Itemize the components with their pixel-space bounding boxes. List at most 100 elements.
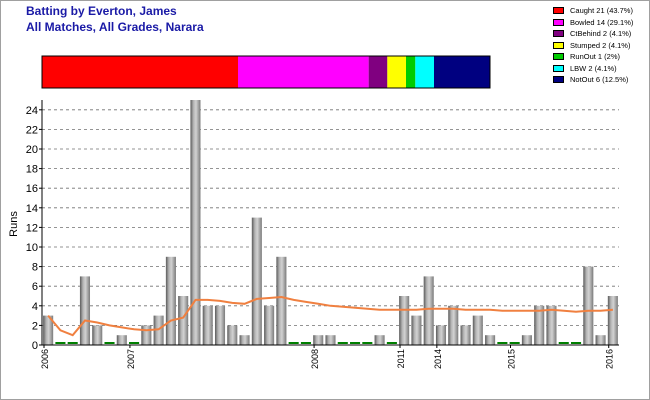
- grid: [42, 109, 619, 326]
- dismissal-bar-border: [41, 55, 491, 89]
- zero-score-marker: [67, 342, 78, 344]
- x-tick-label: 2006: [40, 349, 50, 369]
- bar: [276, 256, 287, 345]
- bar: [485, 335, 496, 345]
- zero-score-marker: [288, 342, 299, 344]
- bar: [313, 335, 324, 345]
- bar: [251, 217, 262, 345]
- bar: [460, 325, 471, 345]
- y-tick-label: 22: [26, 124, 38, 136]
- legend-swatch: [553, 41, 564, 49]
- bar: [325, 335, 336, 345]
- bar: [190, 100, 201, 345]
- bar: [165, 256, 176, 345]
- dismissal-segment-runout: [406, 56, 416, 88]
- y-tick-label: 10: [26, 242, 38, 254]
- bar: [521, 335, 532, 345]
- bar: [607, 296, 618, 345]
- bar: [227, 325, 238, 345]
- y-tick-label: 14: [26, 203, 38, 215]
- dismissal-segment-stumped: [387, 56, 406, 88]
- zero-score-marker: [129, 342, 140, 344]
- legend-swatch: [553, 30, 564, 37]
- legend-swatch: [553, 53, 564, 60]
- legend-swatch: [553, 76, 564, 83]
- bar: [202, 305, 213, 345]
- bar: [448, 305, 459, 345]
- y-tick-label: 16: [26, 183, 38, 195]
- bar: [178, 296, 189, 345]
- bar: [595, 335, 606, 345]
- legend-item-ctbehind: CtBehind 2 (4.1%): [551, 28, 647, 40]
- zero-score-marker: [55, 342, 66, 344]
- y-tick-label: 18: [26, 164, 38, 176]
- x-tick-label: 2014: [433, 349, 443, 369]
- zero-score-marker: [570, 342, 582, 344]
- bar: [399, 296, 410, 345]
- chart-title: Batting by Everton, James: [26, 4, 177, 18]
- legend-item-lbw: LBW 2 (4.1%): [551, 63, 647, 75]
- bar: [214, 305, 226, 345]
- legend-item-runout: RunOut 1 (2%): [551, 51, 647, 63]
- y-tick-label: 20: [26, 144, 38, 156]
- bar: [264, 305, 275, 345]
- zero-score-marker: [350, 342, 361, 344]
- average-line-group: [47, 295, 613, 337]
- legend-swatch: [553, 7, 564, 14]
- legend-item-notout: NotOut 6 (12.5%): [551, 74, 647, 86]
- dismissal-segment-notout: [434, 56, 490, 88]
- bars: [43, 100, 618, 345]
- legend-item-bowled: Bowled 14 (29.1%): [551, 17, 647, 29]
- bar: [239, 335, 250, 345]
- zero-score-marker: [337, 342, 348, 344]
- x-tick-label: 2008: [310, 349, 320, 369]
- average-line: [47, 295, 613, 337]
- legend-item-caught: Caught 21 (43.7%): [551, 5, 647, 17]
- legend-swatch: [553, 18, 564, 26]
- y-tick-label: 8: [32, 262, 38, 274]
- bar: [435, 325, 447, 345]
- dismissal-segment-lbw: [415, 56, 434, 88]
- zero-score-marker: [300, 342, 311, 344]
- legend-swatch: [553, 64, 564, 72]
- y-tick-label: 2: [32, 320, 38, 332]
- bar: [116, 335, 127, 345]
- y-axis-label: Runs: [8, 211, 20, 237]
- bar: [423, 276, 434, 345]
- chart-subtitle: All Matches, All Grades, Narara: [26, 20, 204, 34]
- zero-score-marker: [558, 342, 569, 344]
- dismissal-bar: [41, 55, 491, 89]
- dismissal-segment-caught: [42, 56, 238, 88]
- x-tick-label: 2011: [396, 349, 406, 368]
- y-tick-label: 0: [32, 340, 38, 352]
- zero-score-marker: [497, 342, 508, 344]
- bar: [141, 325, 152, 345]
- zero-score-marker: [362, 342, 373, 344]
- y-tick-label: 24: [26, 105, 38, 117]
- bar: [79, 276, 91, 345]
- bar: [546, 305, 557, 345]
- x-tick-label: 2015: [507, 349, 517, 369]
- zero-score-marker: [386, 342, 397, 344]
- legend: Caught 21 (43.7%) Bowled 14 (29.1%) CtBe…: [551, 5, 647, 86]
- y-tick-label: 6: [32, 281, 38, 293]
- bar: [472, 315, 483, 345]
- bar: [374, 335, 385, 345]
- zero-score-marker: [104, 342, 115, 344]
- bar: [92, 325, 103, 345]
- bar: [583, 266, 594, 345]
- y-tick-label: 4: [32, 301, 38, 313]
- bar: [43, 315, 54, 345]
- x-tick-label: 2016: [605, 349, 615, 369]
- zero-markers: [55, 342, 582, 344]
- bar: [411, 315, 422, 345]
- y-tick-label: 12: [26, 222, 38, 234]
- bar: [534, 305, 545, 345]
- dismissal-segment-ctbehind: [368, 56, 388, 88]
- x-tick-label: 2007: [126, 349, 136, 369]
- legend-item-stumped: Stumped 2 (4.1%): [551, 40, 647, 52]
- dismissal-segment-bowled: [238, 56, 369, 88]
- zero-score-marker: [509, 342, 520, 344]
